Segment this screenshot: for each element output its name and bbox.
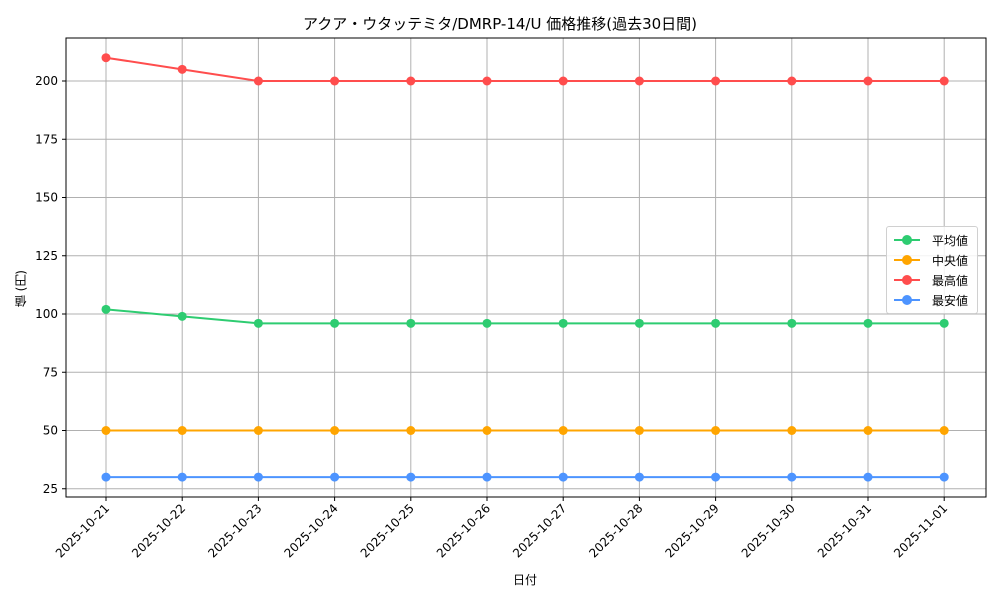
data-point (253, 318, 263, 328)
data-point (406, 426, 416, 435)
legend-marker-icon (894, 235, 920, 245)
chart-legend: 平均値中央値最高値最安値 (886, 226, 978, 314)
x-tick-label: 2025-10-27 (510, 501, 569, 560)
y-tick-label: 175 (35, 132, 58, 146)
data-point (939, 318, 949, 328)
data-point (177, 64, 187, 74)
data-point (634, 426, 644, 435)
data-point (253, 76, 263, 86)
data-point (101, 426, 111, 435)
x-tick-label: 2025-10-22 (129, 501, 188, 560)
data-point (101, 53, 111, 63)
plot-frame (65, 37, 987, 498)
data-point (787, 472, 797, 482)
legend-label: 平均値 (932, 233, 969, 248)
data-point (939, 76, 949, 86)
x-tick-label: 2025-10-24 (282, 501, 341, 560)
series-line (105, 56, 945, 82)
data-point (330, 426, 340, 435)
data-point (101, 304, 111, 314)
data-point (558, 318, 568, 328)
chart-title: アクア・ウタッテミタ/DMRP-14/U 価格推移(過去30日間) (302, 15, 698, 33)
legend-item: 平均値 (887, 230, 977, 250)
x-tick-label: 2025-10-25 (358, 501, 417, 560)
data-point (939, 426, 949, 435)
x-tick-label: 2025-10-28 (586, 501, 645, 560)
legend-marker-icon (894, 295, 920, 305)
data-point (406, 472, 416, 482)
data-point (177, 472, 187, 482)
series-line (105, 308, 945, 325)
x-tick-label: 2025-10-26 (434, 501, 493, 560)
data-point (787, 76, 797, 86)
data-point (558, 76, 568, 86)
legend-item: 中央値 (887, 250, 977, 270)
y-axis-label: 値 (円) (14, 270, 28, 308)
data-point (177, 311, 187, 321)
data-point (177, 426, 187, 435)
data-point (330, 318, 340, 328)
y-tick-label: 50 (43, 424, 58, 438)
data-point (711, 472, 721, 482)
legend-label: 中央値 (932, 253, 969, 268)
data-point (558, 472, 568, 482)
data-point (711, 318, 721, 328)
data-point (101, 472, 111, 482)
legend-item: 最高値 (887, 270, 977, 290)
x-tick-label: 2025-10-30 (739, 501, 798, 560)
y-tick-label: 100 (35, 307, 58, 321)
data-point (787, 318, 797, 328)
legend-label: 最高値 (932, 273, 969, 288)
legend-item: 最安値 (887, 290, 977, 310)
data-point (634, 472, 644, 482)
data-point (939, 472, 949, 482)
legend-label: 最安値 (932, 293, 969, 308)
data-point (863, 472, 873, 482)
y-tick-label: 25 (43, 482, 58, 496)
y-tick-label: 75 (43, 365, 58, 379)
data-point (558, 426, 568, 435)
y-tick-label: 125 (35, 249, 58, 263)
data-point (787, 426, 797, 435)
legend-marker-icon (894, 255, 920, 265)
data-point (482, 318, 492, 328)
data-point (406, 76, 416, 86)
x-tick-label: 2025-11-01 (891, 501, 950, 560)
x-tick-label: 2025-10-23 (205, 501, 264, 560)
legend-marker-icon (894, 275, 920, 285)
data-point (253, 472, 263, 482)
data-point (482, 76, 492, 86)
x-axis-label: 日付 (512, 573, 537, 587)
x-tick-label: 2025-10-21 (53, 501, 112, 560)
y-tick-label: 200 (35, 74, 58, 88)
data-point (634, 318, 644, 328)
y-tick-label: 150 (35, 191, 58, 205)
data-point (634, 76, 644, 86)
data-point (863, 426, 873, 435)
data-point (863, 318, 873, 328)
data-point (711, 426, 721, 435)
data-point (482, 426, 492, 435)
data-point (330, 472, 340, 482)
x-tick-label: 2025-10-29 (663, 501, 722, 560)
data-point (482, 472, 492, 482)
data-point (863, 76, 873, 86)
data-point (711, 76, 721, 86)
data-point (406, 318, 416, 328)
x-tick-label: 2025-10-31 (815, 501, 874, 560)
data-point (253, 426, 263, 435)
data-point (330, 76, 340, 86)
